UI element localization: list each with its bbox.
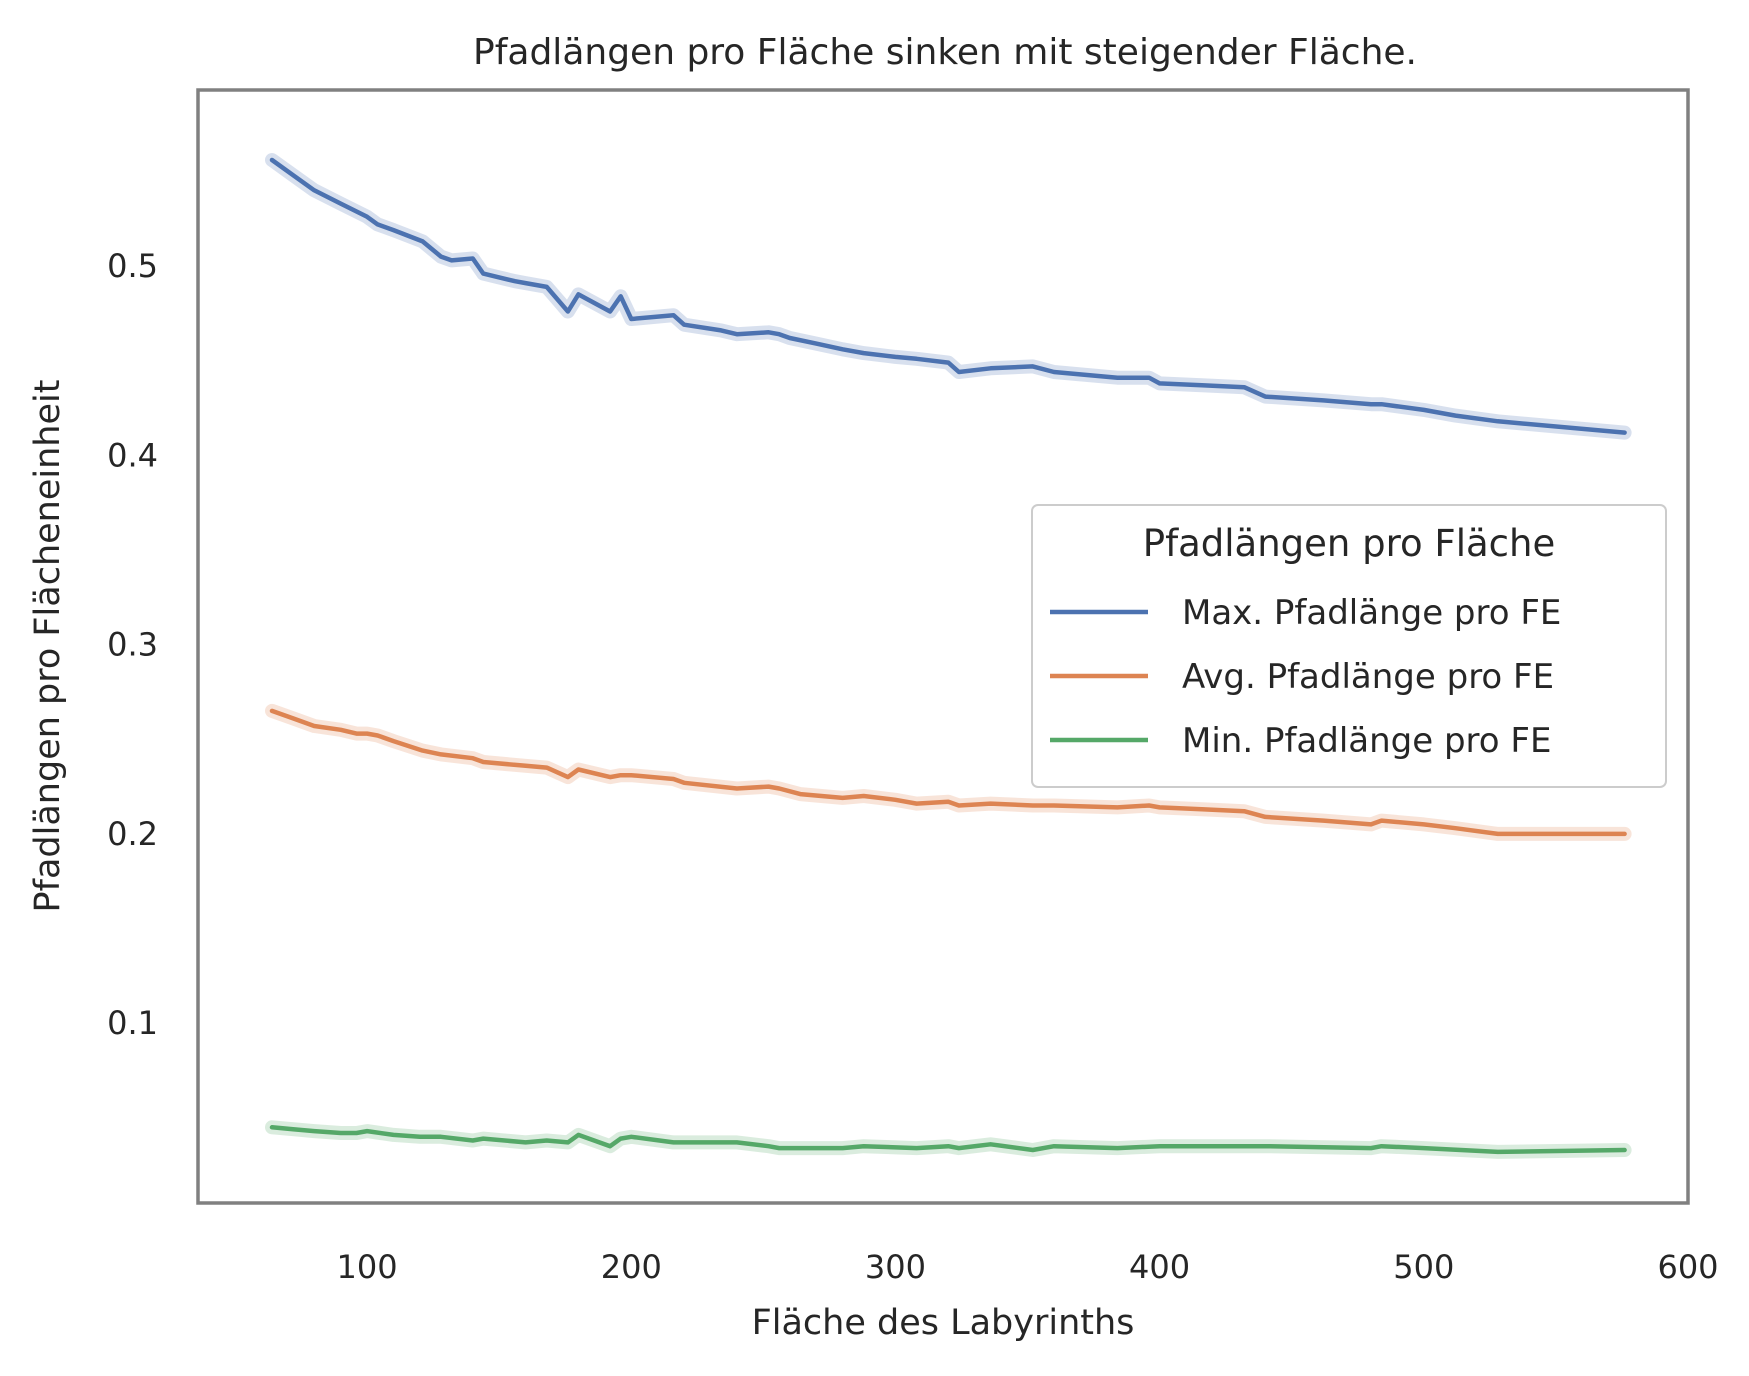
y-axis-ticks: 0.1 0.2 0.3 0.4 0.5 — [107, 247, 158, 1042]
x-axis-label: Fläche des Labyrinths — [752, 1303, 1135, 1343]
y-tick-label: 0.5 — [107, 247, 158, 285]
x-axis-ticks: 100 200 300 400 500 600 — [337, 1248, 1719, 1286]
chart-title: Pfadlängen pro Fläche sinken mit steigen… — [473, 32, 1417, 73]
y-tick-label: 0.1 — [107, 1004, 158, 1042]
series-layer — [265, 153, 1632, 1159]
legend-entries: Max. Pfadlänge pro FE Avg. Pfadlänge pro … — [1050, 593, 1561, 761]
x-tick-label: 200 — [601, 1248, 662, 1286]
series-line-3 — [269, 1125, 1627, 1155]
series-line-2 — [269, 708, 1627, 837]
legend: Pfadlängen pro Fläche Max. Pfadlänge pro… — [1031, 504, 1667, 788]
x-tick-label: 300 — [865, 1248, 926, 1286]
y-tick-label: 0.4 — [107, 436, 158, 474]
y-tick-label: 0.3 — [107, 626, 158, 664]
x-tick-label: 100 — [337, 1248, 398, 1286]
x-tick-label: 400 — [1129, 1248, 1190, 1286]
x-tick-label: 500 — [1393, 1248, 1454, 1286]
legend-label: Avg. Pfadlänge pro FE — [1182, 657, 1554, 697]
x-tick-label: 600 — [1657, 1248, 1718, 1286]
plot-frame — [196, 88, 1690, 1205]
legend-box — [1031, 504, 1667, 788]
legend-label: Min. Pfadlänge pro FE — [1182, 721, 1551, 761]
series-line-1 — [269, 157, 1627, 435]
legend-title: Pfadlängen pro Fläche — [1143, 522, 1555, 565]
y-tick-label: 0.2 — [107, 815, 158, 853]
legend-label: Max. Pfadlänge pro FE — [1182, 593, 1561, 633]
y-axis-label: Pfadlängen pro Flächeneinheit — [28, 380, 68, 913]
